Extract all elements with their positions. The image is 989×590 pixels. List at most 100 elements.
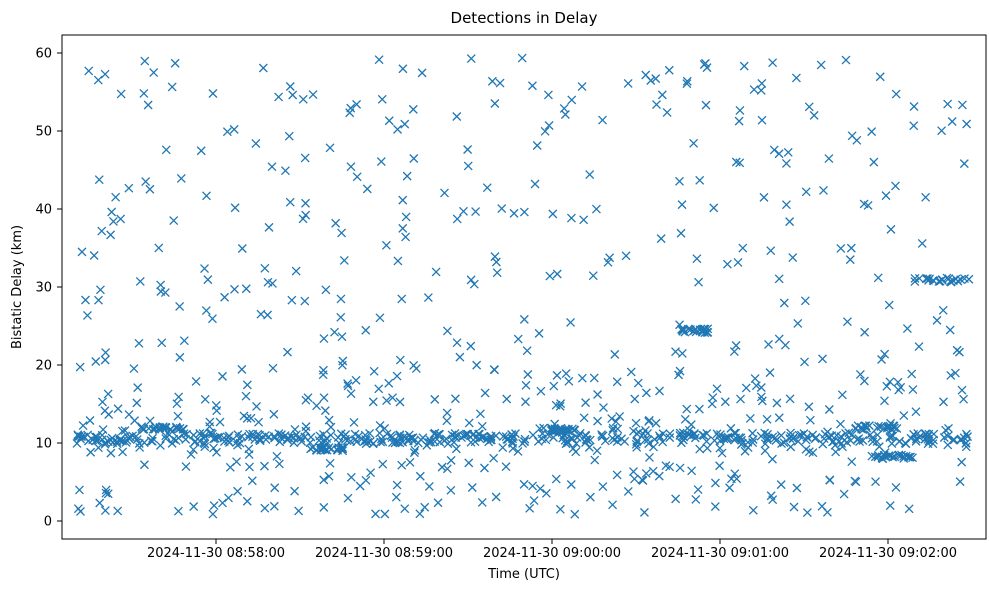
data-point: [792, 483, 802, 493]
data-point: [690, 433, 700, 443]
data-point: [909, 102, 919, 111]
data-point: [527, 81, 537, 91]
data-point: [579, 413, 589, 423]
data-point: [230, 284, 239, 294]
data-point: [665, 433, 675, 443]
data-point: [541, 488, 551, 498]
data-point: [466, 341, 476, 351]
data-point: [475, 409, 485, 419]
data-point: [732, 474, 742, 484]
data-point: [361, 325, 371, 335]
data-point: [695, 444, 705, 454]
data-point: [774, 149, 784, 159]
data-point: [116, 434, 126, 444]
data-point: [522, 346, 532, 356]
data-point: [466, 275, 476, 285]
data-point: [655, 433, 665, 443]
data-point: [73, 504, 83, 514]
data-point: [241, 391, 251, 401]
data-point: [571, 447, 581, 457]
data-point: [229, 124, 239, 134]
data-point: [658, 437, 668, 447]
data-point: [352, 99, 362, 109]
data-point: [641, 388, 651, 398]
data-point: [885, 501, 895, 511]
data-point: [482, 183, 492, 193]
data-point: [860, 327, 870, 337]
data-point: [175, 352, 185, 362]
data-point: [809, 110, 819, 120]
data-point: [957, 457, 967, 467]
data-point: [528, 481, 538, 491]
data-point: [788, 253, 798, 263]
data-point: [682, 76, 692, 86]
y-tick-label-60: 60: [35, 47, 52, 62]
data-point: [441, 434, 451, 444]
data-point: [95, 285, 105, 295]
data-point: [735, 158, 745, 168]
data-point: [203, 275, 213, 285]
data-point: [289, 433, 298, 442]
data-point: [156, 287, 166, 296]
data-point: [599, 403, 608, 413]
x-tick-label-0900: 2024-11-30 09:00:00: [483, 546, 621, 561]
data-point: [962, 119, 972, 129]
data-point: [701, 100, 711, 110]
data-point: [207, 314, 217, 324]
data-point: [738, 243, 748, 253]
data-point: [645, 453, 654, 462]
data-point: [823, 427, 833, 437]
data-point: [154, 243, 164, 253]
data-point: [633, 378, 643, 388]
data-point: [730, 469, 740, 479]
data-point: [94, 175, 104, 185]
data-point: [837, 390, 847, 400]
data-point: [763, 433, 772, 443]
data-point: [255, 434, 265, 444]
data-point: [294, 506, 304, 516]
data-point: [566, 480, 576, 489]
data-point: [508, 443, 518, 453]
data-point: [381, 240, 391, 250]
data-point: [452, 338, 462, 348]
data-point: [593, 390, 603, 399]
data-point: [671, 347, 680, 357]
data-point: [384, 378, 394, 388]
data-point: [949, 435, 959, 445]
x-tick-label-0858: 2024-11-30 08:58:00: [147, 546, 285, 561]
data-point: [116, 89, 126, 99]
data-point: [395, 431, 405, 440]
data-point: [838, 442, 847, 452]
data-point: [331, 218, 341, 228]
data-point: [374, 55, 384, 65]
data-point: [824, 154, 834, 164]
data-point: [631, 439, 641, 449]
data-point: [267, 162, 277, 172]
data-point: [408, 104, 418, 114]
data-point: [561, 439, 571, 449]
data-point: [255, 436, 265, 446]
data-point: [117, 426, 127, 436]
data-point: [768, 58, 778, 68]
data-point: [894, 450, 904, 460]
data-point: [757, 78, 767, 88]
data-point: [943, 99, 953, 109]
data-point: [757, 115, 767, 125]
data-point: [503, 434, 513, 444]
y-tick-label-50: 50: [35, 125, 52, 140]
data-point: [545, 271, 555, 281]
data-point: [140, 56, 150, 66]
data-point: [205, 417, 215, 427]
data-point: [395, 355, 405, 365]
data-point: [579, 215, 589, 225]
data-point: [402, 171, 412, 181]
data-point: [111, 192, 121, 202]
data-point: [911, 436, 921, 446]
data-point: [391, 492, 401, 502]
data-point: [620, 437, 630, 446]
data-point: [710, 502, 720, 511]
data-point: [352, 172, 362, 182]
data-point: [270, 483, 280, 493]
data-point: [196, 146, 206, 156]
